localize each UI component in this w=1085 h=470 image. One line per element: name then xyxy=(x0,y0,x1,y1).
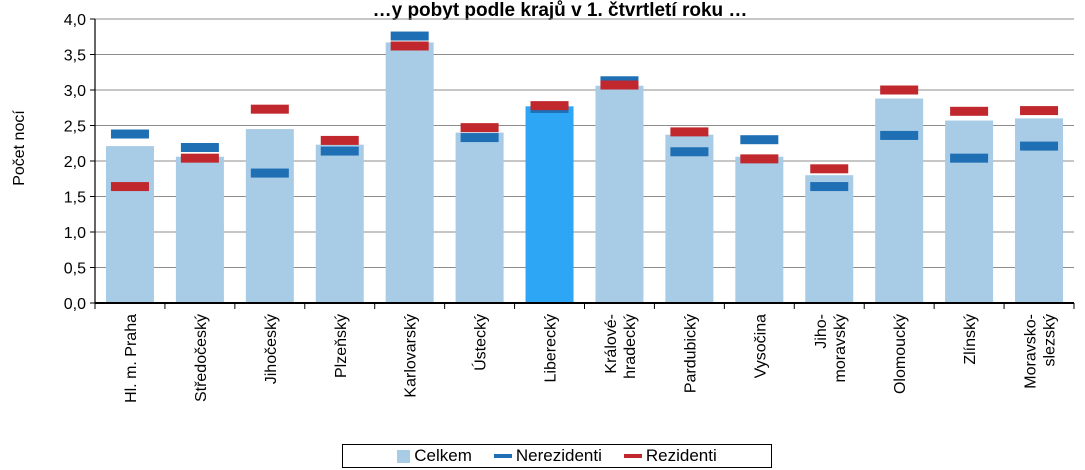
y-tick-label: 4,0 xyxy=(64,12,86,29)
x-tick-label-line: slezský xyxy=(1042,314,1059,366)
marker-rezidenti xyxy=(950,106,989,116)
marker-nerezidenti xyxy=(320,146,359,156)
marker-nerezidenti xyxy=(1020,141,1059,151)
x-tick-label-line: Jiho- xyxy=(813,314,830,349)
y-tick-label: 2,5 xyxy=(64,119,86,136)
y-tick-label: 0,0 xyxy=(64,296,86,313)
x-tick-label: Jihočeský xyxy=(263,314,280,384)
x-tick-label-line: Plzeňský xyxy=(333,314,350,378)
legend-label-rezidenti: Rezidenti xyxy=(645,446,717,465)
bar-celkem xyxy=(315,144,364,303)
x-tick-labels: Hl. m. Praha Středočeský Jihočeský Plzeňský… xyxy=(123,314,1059,403)
legend-swatch-rezidenti xyxy=(623,454,642,458)
marker-rezidenti xyxy=(1020,106,1059,116)
x-tick-label-line: Ústecký xyxy=(471,314,490,371)
marker-rezidenti xyxy=(390,41,429,51)
legend-swatch-celkem xyxy=(397,449,411,463)
x-tick-label: Moravsko-slezský xyxy=(1023,314,1059,389)
legend-label-celkem: Celkem xyxy=(414,446,472,465)
marker-rezidenti xyxy=(600,80,639,90)
x-tick-label: Králové-hradecký xyxy=(603,314,639,379)
legend-item-nerezidenti: Nerezidenti xyxy=(493,446,602,466)
y-tick-label: 0,5 xyxy=(64,261,86,278)
marker-nerezidenti xyxy=(180,143,219,153)
bar-celkem xyxy=(595,85,644,304)
marker-rezidenti xyxy=(740,154,779,164)
x-tick-label-line: Liberecký xyxy=(543,314,560,382)
marker-nerezidenti xyxy=(390,31,429,41)
marker-nerezidenti xyxy=(740,135,779,145)
marker-nerezidenti xyxy=(950,153,989,163)
bar-celkem xyxy=(245,129,294,303)
marker-rezidenti xyxy=(530,101,569,111)
marker-nerezidenti xyxy=(810,182,849,192)
x-tick-label: Liberecký xyxy=(543,314,560,382)
x-tick-label-line: Karlovarský xyxy=(403,314,420,398)
x-tick-label: Středočeský xyxy=(193,314,210,402)
x-tick-label: Zlínský xyxy=(962,314,979,365)
bar-celkem xyxy=(875,98,924,304)
x-tick-label-line: Zlínský xyxy=(962,314,979,365)
y-tick-label: 1,0 xyxy=(64,225,86,242)
bar-celkem xyxy=(105,146,154,303)
bars xyxy=(105,42,1064,304)
gridlines xyxy=(90,18,1074,304)
x-tick-label: Ústecký xyxy=(471,314,490,371)
bar-celkem xyxy=(455,132,504,303)
legend-item-rezidenti: Rezidenti xyxy=(623,446,717,466)
axes xyxy=(94,19,1075,309)
bar-celkem xyxy=(665,134,714,303)
bar-celkem xyxy=(945,120,994,303)
x-tick-label-line: Jihočeský xyxy=(263,314,280,384)
legend-swatch-nerezidenti xyxy=(493,454,512,458)
x-tick-label-line: Středočeský xyxy=(193,314,210,402)
y-tick-labels: 0,0 0,5 1,0 1,5 2,0 2,5 3,0 3,5 4,0 xyxy=(64,12,86,313)
marker-rezidenti xyxy=(810,164,849,174)
x-tick-label-line: Hl. m. Praha xyxy=(123,314,140,403)
legend: Celkem Nerezidenti Rezidenti xyxy=(342,444,772,468)
marker-rezidenti xyxy=(110,182,149,192)
x-tick-label: Jiho-moravský xyxy=(813,314,849,382)
x-tick-label-line: Pardubický xyxy=(682,314,699,393)
x-tick-label: Olomoucký xyxy=(892,314,909,394)
y-tick-label: 2,0 xyxy=(64,154,86,171)
x-tick-label: Karlovarský xyxy=(403,314,420,398)
x-tick-label: Hl. m. Praha xyxy=(123,314,140,403)
legend-label-nerezidenti: Nerezidenti xyxy=(515,446,602,465)
x-tick-label-line: Moravsko- xyxy=(1023,314,1040,389)
marker-rezidenti xyxy=(320,135,359,145)
x-tick-label: Plzeňský xyxy=(333,314,350,378)
marker-rezidenti xyxy=(460,123,499,133)
marker-nerezidenti xyxy=(670,147,709,157)
bar-celkem xyxy=(525,106,574,303)
x-tick-label-line: hradecký xyxy=(622,314,639,379)
legend-item-celkem: Celkem xyxy=(397,446,472,466)
markers xyxy=(110,31,1059,192)
x-tick-label-line: Vysočina xyxy=(752,314,769,378)
marker-nerezidenti xyxy=(110,129,149,139)
marker-nerezidenti xyxy=(460,133,499,143)
marker-rezidenti xyxy=(250,104,289,114)
bar-celkem xyxy=(385,42,434,304)
marker-nerezidenti xyxy=(250,168,289,178)
bar-celkem xyxy=(175,156,224,303)
y-axis-label: Počet nocí xyxy=(11,110,28,186)
x-tick-label: Vysočina xyxy=(752,314,769,378)
marker-rezidenti xyxy=(880,85,919,95)
chart: …y pobyt podle krajů v 1. čtvrtletí roku… xyxy=(11,0,1075,403)
chart-title: …y pobyt podle krajů v 1. čtvrtletí roku… xyxy=(373,0,748,21)
x-tick-label-line: Králové- xyxy=(603,314,620,374)
marker-rezidenti xyxy=(670,127,709,137)
x-tick-label: Pardubický xyxy=(682,314,699,393)
x-tick-label-line: moravský xyxy=(832,314,849,382)
x-tick-label-line: Olomoucký xyxy=(892,314,909,394)
marker-nerezidenti xyxy=(880,130,919,140)
marker-rezidenti xyxy=(180,153,219,163)
bar-celkem xyxy=(805,175,854,303)
y-tick-label: 3,5 xyxy=(64,48,86,65)
bar-celkem xyxy=(735,156,784,303)
y-tick-label: 3,0 xyxy=(64,83,86,100)
y-tick-label: 1,5 xyxy=(64,190,86,207)
